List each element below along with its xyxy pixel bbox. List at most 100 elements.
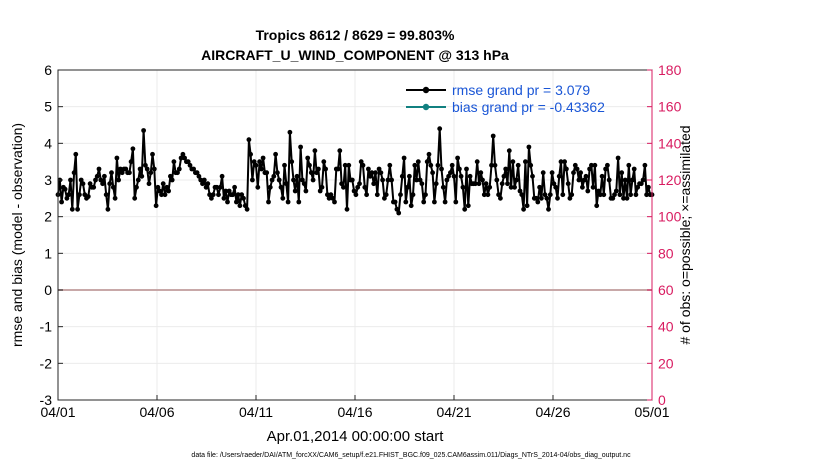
rmse-point: [619, 170, 625, 176]
rmse-point: [589, 162, 594, 168]
rmse-point: [118, 166, 123, 172]
rmse-point: [317, 188, 323, 194]
rmse-point: [194, 170, 200, 176]
rmse-point: [606, 177, 612, 183]
rmse-point: [153, 203, 159, 209]
rmse-point: [448, 170, 453, 176]
rmse-point: [119, 170, 125, 176]
rmse-point: [257, 159, 262, 165]
rmse-point: [446, 173, 451, 179]
rmse-point: [555, 195, 560, 201]
rmse-point: [66, 192, 72, 198]
rmse-point: [640, 177, 646, 183]
rmse-point: [439, 166, 444, 172]
rmse-point: [621, 195, 626, 201]
rmse-point: [556, 173, 562, 179]
rmse-point: [135, 177, 141, 183]
rmse-point: [440, 184, 446, 190]
rmse-point: [126, 170, 132, 176]
rmse-point: [457, 166, 462, 172]
rmse-point: [301, 181, 307, 187]
rmse-point: [510, 159, 516, 165]
rmse-point: [285, 199, 291, 205]
rmse-point: [630, 177, 635, 183]
rmse-point: [77, 192, 82, 198]
rmse-point: [633, 192, 639, 198]
rmse-point: [280, 195, 286, 201]
rmse-point: [528, 162, 534, 168]
y-right-tick-label: 140: [658, 135, 682, 151]
rmse-point: [123, 166, 129, 172]
legend-rmse-label: rmse grand pr = 3.079: [452, 82, 590, 98]
rmse-point: [176, 166, 182, 172]
rmse-point: [505, 181, 510, 187]
rmse-point: [560, 192, 566, 198]
rmse-point: [210, 192, 216, 198]
rmse-point: [565, 181, 571, 187]
rmse-point: [376, 166, 382, 172]
rmse-point: [214, 184, 220, 190]
rmse-point: [612, 192, 617, 198]
rmse-point: [599, 173, 605, 179]
rmse-point: [355, 184, 361, 190]
rmse-point: [613, 188, 619, 194]
rmse-point: [415, 159, 421, 165]
rmse-point: [449, 162, 455, 168]
rmse-point: [433, 181, 439, 187]
rmse-point: [537, 184, 542, 190]
rmse-point: [114, 155, 120, 161]
rmse-point: [171, 159, 177, 165]
rmse-point: [180, 151, 186, 157]
rmse-point: [574, 166, 580, 172]
rmse-point: [523, 159, 528, 165]
y-right-tick-label: 0: [658, 392, 666, 408]
rmse-point: [185, 159, 191, 165]
rmse-point: [244, 206, 250, 212]
rmse-point: [603, 166, 608, 172]
rmse-point: [94, 173, 100, 179]
rmse-point: [380, 177, 385, 183]
rmse-point: [398, 192, 403, 198]
rmse-point: [264, 170, 270, 176]
rmse-point: [230, 192, 236, 198]
rmse-point: [451, 173, 457, 179]
rmse-point: [596, 188, 601, 194]
rmse-point: [75, 206, 80, 212]
y-right-tick-label: 20: [658, 355, 674, 371]
rmse-point: [107, 181, 113, 187]
rmse-point: [103, 192, 109, 198]
plot-layer: [55, 126, 655, 216]
rmse-point: [540, 170, 546, 176]
rmse-point: [96, 166, 102, 172]
rmse-point: [576, 177, 582, 183]
rmse-point: [492, 162, 498, 168]
rmse-point: [410, 192, 416, 198]
y-right-tick-label: 80: [658, 245, 674, 261]
rmse-point: [430, 170, 435, 176]
rmse-point: [424, 159, 430, 165]
rmse-point: [394, 206, 400, 212]
rmse-point: [474, 159, 480, 165]
rmse-point: [364, 192, 369, 198]
rmse-point: [628, 192, 633, 198]
rmse-point: [498, 195, 503, 201]
rmse-point: [601, 192, 607, 198]
rmse-point: [349, 177, 355, 183]
rmse-point: [489, 162, 494, 168]
rmse-point: [146, 181, 152, 187]
rmse-point: [546, 206, 551, 212]
rmse-point: [403, 199, 409, 205]
rmse-point: [535, 199, 541, 205]
rmse-point: [383, 192, 389, 198]
y-left-tick-label: 3: [44, 172, 52, 188]
rmse-point: [590, 184, 596, 190]
rmse-point: [503, 166, 509, 172]
rmse-point: [405, 184, 410, 190]
rmse-point: [508, 184, 514, 190]
y-left-tick-label: -3: [40, 392, 53, 408]
rmse-point: [530, 173, 535, 179]
rmse-point: [480, 177, 485, 183]
y-left-tick-label: 5: [44, 99, 52, 115]
rmse-point: [207, 192, 213, 198]
